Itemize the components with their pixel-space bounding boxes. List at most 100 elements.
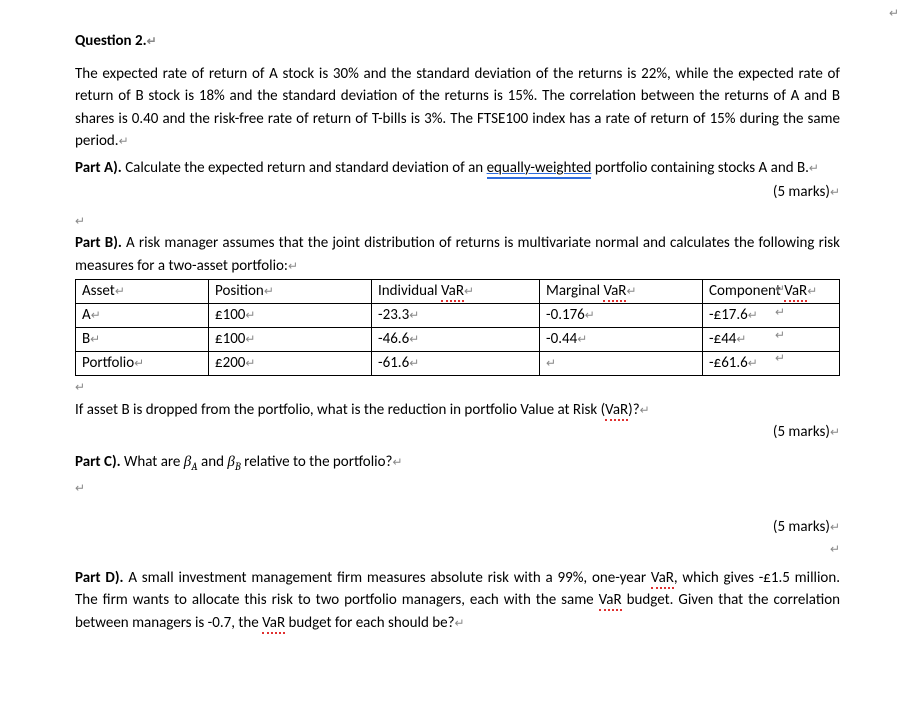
cell-text: £200 xyxy=(215,354,245,372)
cell-text: -0.176 xyxy=(546,306,585,324)
cell-mark-icon: ↵ xyxy=(546,357,556,371)
part-b-question: If asset B is dropped from the portfolio… xyxy=(75,399,840,422)
marks-text: (5 marks) xyxy=(773,518,830,536)
col-marginal-var: Marginal VaR↵ xyxy=(540,280,703,304)
cell-mark-icon: ↵ xyxy=(409,309,419,323)
cell-mark-icon: ↵ xyxy=(807,285,817,299)
paragraph-mark-icon: ↵ xyxy=(288,260,298,274)
part-d-text4: budget for each should be? xyxy=(285,614,454,632)
col-component-var: Component VaR↵ xyxy=(703,280,840,304)
var-word: VaR xyxy=(784,282,807,302)
cell: £100↵ xyxy=(209,328,372,352)
paragraph-mark-icon: ↵ xyxy=(830,186,840,200)
cell-mark-icon: ↵ xyxy=(91,309,101,323)
table-row: A↵ £100↵ -23.3↵ -0.176↵ -£17.6↵ xyxy=(76,304,840,328)
spacer xyxy=(75,500,840,514)
cell-mark-icon: ↵ xyxy=(245,309,255,323)
row-end-mark-icon: ↵ xyxy=(775,304,785,322)
marks-line: (5 marks)↵ xyxy=(75,181,840,204)
empty-line: ↵ xyxy=(75,376,840,399)
row-end-mark-icon: ↵ xyxy=(775,350,785,368)
cell-mark-icon: ↵ xyxy=(736,333,746,347)
col-asset-text: Asset xyxy=(82,282,115,300)
cell: -£61.6 ↵ xyxy=(703,352,840,376)
row-end-mark-icon: ↵ xyxy=(775,281,785,299)
col-marginal-text: Marginal xyxy=(546,282,603,300)
cell-mark-icon: ↵ xyxy=(464,285,474,299)
var-word: VaR xyxy=(603,282,626,302)
part-a-text2: portfolio containing stocks A and B. xyxy=(591,159,809,177)
part-d-text1: A small investment management firm measu… xyxy=(124,569,651,587)
cell-mark-icon: ↵ xyxy=(748,309,758,323)
row-end-mark-icon: ↵ xyxy=(775,327,785,345)
cell-mark-icon: ↵ xyxy=(245,357,255,371)
var-word: VaR xyxy=(651,569,674,589)
cell-mark-icon: ↵ xyxy=(264,285,274,299)
var-word: VaR xyxy=(441,282,464,302)
cell-text: B xyxy=(82,330,90,348)
beta-symbol: β xyxy=(227,452,234,470)
cell: -£44↵ xyxy=(703,328,840,352)
cell-text: -£17.6 xyxy=(709,306,748,324)
part-a-paragraph: Part A). Calculate the expected return a… xyxy=(75,157,840,180)
paragraph-mark-icon: ↵ xyxy=(455,617,465,631)
cell-mark-icon: ↵ xyxy=(585,309,595,323)
cell-mark-icon: ↵ xyxy=(115,285,125,299)
part-c-and: and xyxy=(198,453,228,471)
marks-line-trailing: ↵ xyxy=(75,538,840,561)
risk-table: Asset↵ Position↵ Individual VaR↵ Margina… xyxy=(75,279,840,376)
part-b-label: Part B). xyxy=(75,234,122,252)
table-row: Portfolio↵ £200↵ -61.6↵ ↵ -£61.6↵ xyxy=(76,352,840,376)
cell-text: -46.6 xyxy=(378,330,409,348)
paragraph-mark-icon: ↵ xyxy=(809,162,819,176)
cell-mark-icon: ↵ xyxy=(134,357,144,371)
part-d-paragraph: Part D). A small investment management f… xyxy=(75,567,840,635)
marks-text: (5 marks) xyxy=(773,183,830,201)
paragraph-mark-icon: ↵ xyxy=(830,521,840,535)
cell-mark-icon: ↵ xyxy=(409,357,419,371)
cell-mark-icon: ↵ xyxy=(577,333,587,347)
part-b-paragraph: Part B). A risk manager assumes that the… xyxy=(75,232,840,277)
paragraph-mark-icon: ↵ xyxy=(75,381,85,395)
part-d-label: Part D). xyxy=(75,569,124,587)
paragraph-mark-icon: ↵ xyxy=(147,35,157,49)
cell: -£17.6↵ xyxy=(703,304,840,328)
equally-weighted-word: equally-weighted xyxy=(487,159,592,179)
page-content: Question 2. ↵ The expected rate of return… xyxy=(0,0,915,634)
marks-text: (5 marks) xyxy=(773,423,830,441)
cell: -23.3↵ xyxy=(372,304,540,328)
paragraph-mark-icon: ↵ xyxy=(830,426,840,440)
cell: A↵ xyxy=(76,304,209,328)
cell: ↵ xyxy=(540,352,703,376)
empty-line: ↵ xyxy=(75,477,840,500)
cell-text: A xyxy=(82,306,91,324)
part-a-label: Part A). xyxy=(75,159,122,177)
var-word: VaR xyxy=(599,591,622,611)
cell: -0.44↵ xyxy=(540,328,703,352)
paragraph-mark-icon: ↵ xyxy=(119,135,129,149)
col-component-text: Component xyxy=(709,282,784,300)
cell: Portfolio↵ xyxy=(76,352,209,376)
intro-paragraph: The expected rate of return of A stock i… xyxy=(75,63,840,153)
paragraph-mark-icon: ↵ xyxy=(640,404,650,418)
part-c-text1: What are xyxy=(121,453,184,471)
col-position: Position↵ xyxy=(209,280,372,304)
cell-text: -£61.6 xyxy=(709,354,748,372)
cell: B↵ xyxy=(76,328,209,352)
marks-line: (5 marks)↵ xyxy=(75,421,840,444)
cell: -0.176↵ xyxy=(540,304,703,328)
cell: £100↵ xyxy=(209,304,372,328)
intro-text: The expected rate of return of A stock i… xyxy=(75,65,840,151)
cell-text: £100 xyxy=(215,330,245,348)
cell-text: -23.3 xyxy=(378,306,409,324)
cell: -46.6↵ xyxy=(372,328,540,352)
part-c-text2: relative to the portfolio? xyxy=(241,453,393,471)
part-c-paragraph: Part C). What are βA and βB relative to … xyxy=(75,450,840,476)
paragraph-mark-icon: ↵ xyxy=(75,482,85,496)
heading-text: Question 2. xyxy=(75,32,147,50)
cell-text: -0.44 xyxy=(546,330,577,348)
cell: -61.6↵ xyxy=(372,352,540,376)
paragraph-mark-icon: ↵ xyxy=(392,456,402,470)
cell: £200↵ xyxy=(209,352,372,376)
table-header-row: Asset↵ Position↵ Individual VaR↵ Margina… xyxy=(76,280,840,304)
